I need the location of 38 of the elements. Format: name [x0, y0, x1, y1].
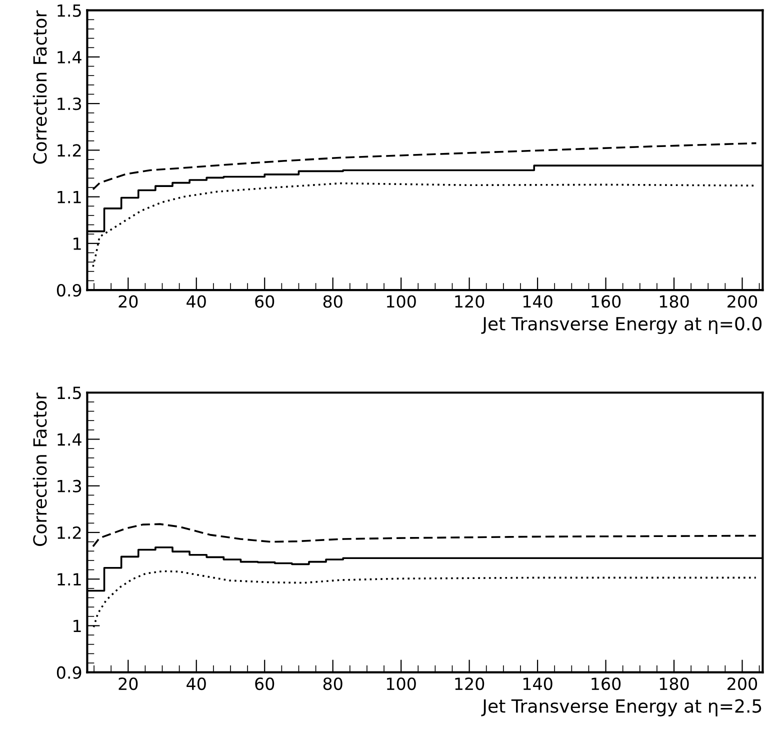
x-tick-label: 180 — [660, 677, 689, 690]
y-tick-label: 1 — [74, 238, 81, 250]
x-tick-label: 180 — [660, 295, 689, 308]
y-tick-label: 1.3 — [58, 98, 82, 110]
x-tick-label: 40 — [186, 677, 206, 690]
x-tick-label: 120 — [455, 677, 484, 690]
x-tick-label: 120 — [455, 295, 484, 308]
y-tick-label: 0.9 — [56, 666, 82, 679]
x-tick-label: 160 — [592, 677, 621, 690]
x-tick-label: 200 — [728, 295, 758, 308]
x-tick-label: 80 — [323, 677, 342, 690]
x-tick-label: 200 — [728, 677, 758, 690]
y-tick-label: 1.4 — [58, 433, 82, 446]
y-tick-label: 1.3 — [58, 480, 82, 492]
y-tick-label: 1.1 — [58, 573, 81, 586]
x-axis-title: Jet Transverse Energy at η=2.5 — [481, 699, 762, 716]
x-tick-label: 140 — [523, 295, 552, 308]
y-axis-title: Correction Factor — [32, 392, 47, 546]
x-tick-label: 100 — [387, 295, 416, 308]
x-tick-label: 20 — [118, 295, 138, 308]
x-tick-label: 160 — [592, 295, 621, 308]
y-tick-label: 0.9 — [56, 284, 82, 297]
y-tick-label: 1.5 — [58, 4, 81, 17]
y-tick-label: 1.4 — [58, 51, 82, 64]
y-tick-label: 1.2 — [58, 526, 81, 539]
x-tick-label: 20 — [118, 677, 138, 690]
y-tick-label: 1.2 — [58, 144, 81, 157]
y-axis-title: Correction Factor — [32, 10, 47, 164]
x-tick-label: 140 — [523, 677, 552, 690]
x-tick-label: 100 — [387, 677, 416, 690]
x-tick-label: 80 — [323, 295, 342, 308]
x-tick-label: 60 — [255, 295, 274, 308]
x-tick-label: 40 — [186, 295, 206, 308]
x-tick-label: 60 — [255, 677, 274, 690]
y-tick-label: 1.5 — [58, 386, 81, 400]
x-axis-title: Jet Transverse Energy at η=0.0 — [481, 316, 762, 334]
y-tick-label: 1.1 — [58, 190, 81, 204]
y-tick-label: 1 — [74, 620, 81, 632]
